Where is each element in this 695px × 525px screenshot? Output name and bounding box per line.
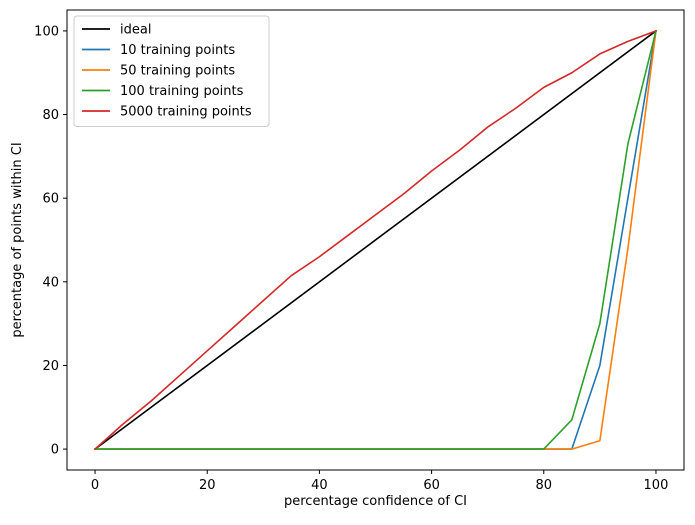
x-tick-label-5: 100 xyxy=(644,478,669,493)
y-axis-label: percentage of points within CI xyxy=(10,142,25,337)
legend-label-0: ideal xyxy=(120,23,151,38)
y-tick-label-0: 0 xyxy=(51,443,59,458)
y-tick-label-1: 20 xyxy=(42,359,59,374)
legend-label-4: 5000 training points xyxy=(120,105,252,120)
legend-label-2: 50 training points xyxy=(120,64,235,79)
legend-label-1: 10 training points xyxy=(120,43,235,58)
series-line-3 xyxy=(94,29,657,450)
y-tick-label-3: 60 xyxy=(42,192,59,207)
x-tick-label-2: 40 xyxy=(311,478,328,493)
legend-label-3: 100 training points xyxy=(120,84,244,99)
series-line-4 xyxy=(93,29,657,451)
series-layer xyxy=(93,29,658,451)
legend-box xyxy=(73,15,270,127)
axes-frame xyxy=(66,9,685,471)
y-tick-label-5: 100 xyxy=(34,24,59,39)
x-tick-label-3: 60 xyxy=(423,478,440,493)
x-tick-label-1: 20 xyxy=(199,478,216,493)
y-tick-label-4: 80 xyxy=(42,108,59,123)
x-axis-label: percentage confidence of CI xyxy=(284,494,467,509)
y-tick-label-2: 40 xyxy=(42,275,59,290)
legend: ideal 10 training points 50 training point… xyxy=(73,15,270,127)
x-axis-ticks: 0 20 40 60 80 100 xyxy=(91,470,668,493)
y-axis-ticks: 0 20 40 60 80 100 xyxy=(34,24,67,458)
x-tick-label-4: 80 xyxy=(535,478,552,493)
x-tick-label-0: 0 xyxy=(91,478,99,493)
series-line-0 xyxy=(93,29,658,451)
